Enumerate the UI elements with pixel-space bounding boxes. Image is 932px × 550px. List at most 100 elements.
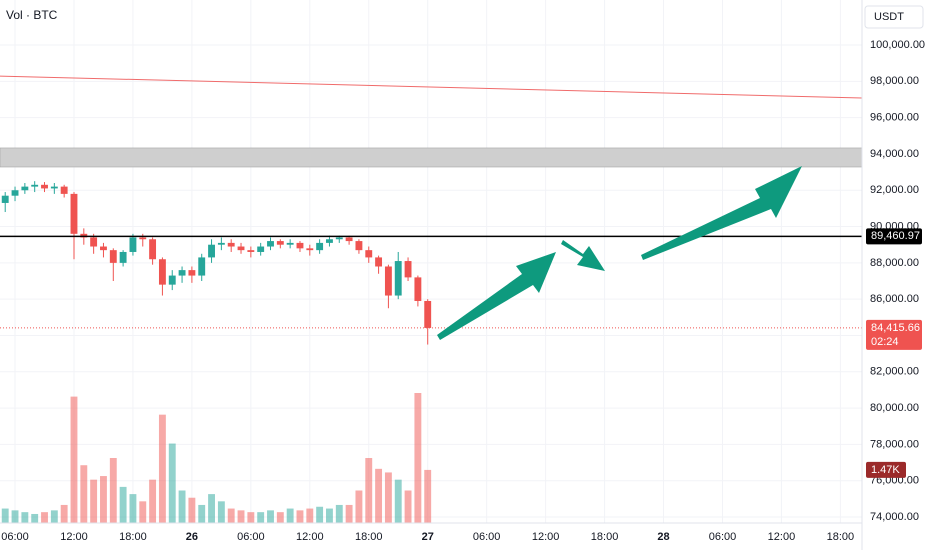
volume-bar [70,396,78,523]
y-tick-label: 92,000.00 [870,184,919,196]
volume-label-box [866,461,906,478]
candle-body [335,237,343,240]
arrow [561,240,605,271]
current-price-label: 84,415.66 [871,322,920,334]
x-tick-label: 12:00 [60,531,88,543]
candle-body [198,257,206,276]
volume-bar [276,512,284,523]
x-tick-label: 06:00 [237,531,265,543]
candle-body [414,277,422,301]
candle-body [90,237,98,247]
x-tick-label: 27 [422,531,434,543]
volume-bar [158,414,166,523]
candle-body [178,270,186,276]
x-tick-label: 12:00 [768,531,796,543]
x-tick-label: 06:00 [1,531,29,543]
candle-body [129,237,137,252]
price-label-box [866,319,922,350]
x-tick-label: 18:00 [355,531,383,543]
volume-bar [208,494,215,523]
volume-bar [198,504,206,523]
volume-title: Vol · BTC [6,8,58,22]
y-tick-label: 94,000.00 [870,148,919,160]
currency-box[interactable] [864,5,924,29]
y-tick-label: 98,000.00 [870,75,919,87]
volume-bar [80,465,88,523]
candle-body [208,244,215,258]
y-tick-label: 86,000.00 [870,293,919,305]
candle-body [394,261,402,296]
candle-body [1,195,9,203]
candle-body [345,237,353,242]
candle-body [276,241,284,245]
candle-body [109,250,117,263]
zone [0,147,863,168]
y-tick-label: 82,000.00 [870,366,919,378]
candle-body [50,186,58,189]
y-tick-label: 80,000.00 [870,402,919,414]
x-tick-label: 12:00 [296,531,324,543]
x-tick-label: 18:00 [119,531,147,543]
trendline [0,75,863,99]
volume-bar [316,506,324,523]
x-tick-label: 06:00 [473,531,501,543]
volume-bar [296,510,304,523]
y-tick-label: 96,000.00 [870,112,919,124]
volume-bar [217,501,225,523]
candle-body [41,184,48,189]
volume-bar [129,494,137,523]
volume-bar [326,508,333,523]
candle-body [237,246,245,251]
candle-body [60,186,68,194]
volume-bar [365,458,373,523]
volume-bar [188,497,196,523]
arrows [437,166,802,340]
volume-bar [335,504,343,523]
candle-body [11,190,19,196]
currency: USDT [874,11,904,23]
volume-bar [384,472,392,523]
volume-bar [247,512,255,523]
volume-bar [345,504,353,523]
candle-body [306,248,314,251]
candle-body [21,186,29,191]
x-tick-label: 28 [657,531,669,543]
candle-body [355,241,363,251]
x-tick-label: 12:00 [532,531,560,543]
candle-body [365,250,373,258]
candle-body [267,241,274,247]
volume-bar [355,490,363,523]
volume-bar [375,468,383,523]
volume-bar [41,512,48,523]
volume-bar [404,490,412,523]
arrow [641,166,802,260]
volume-bar [414,393,422,523]
volume-bar [31,513,39,523]
x-tick-label: 26 [186,531,198,543]
y-tick-label: 88,000.00 [870,257,919,269]
volume-bar [168,443,176,523]
candle-body [375,257,383,267]
volume-bar [267,510,274,523]
candle-body [217,242,225,245]
candle-body [100,246,107,251]
candle-body [119,251,127,263]
candle-body [149,239,157,260]
candle-body [424,300,432,328]
candle-body [139,237,147,240]
y-tick-label: 74,000.00 [870,511,919,523]
candle-body [296,242,304,249]
volume-bar [306,508,314,523]
volume-bar [109,458,117,523]
countdown: 02:24 [871,336,899,348]
volume-bar [149,479,157,523]
candle-body [316,242,324,251]
candle-body [257,246,265,252]
volume-bar [227,508,235,523]
volume-bar [237,510,245,523]
volume-bar [394,479,402,523]
x-tick-label: 06:00 [709,531,737,543]
volume-bar [100,476,107,523]
